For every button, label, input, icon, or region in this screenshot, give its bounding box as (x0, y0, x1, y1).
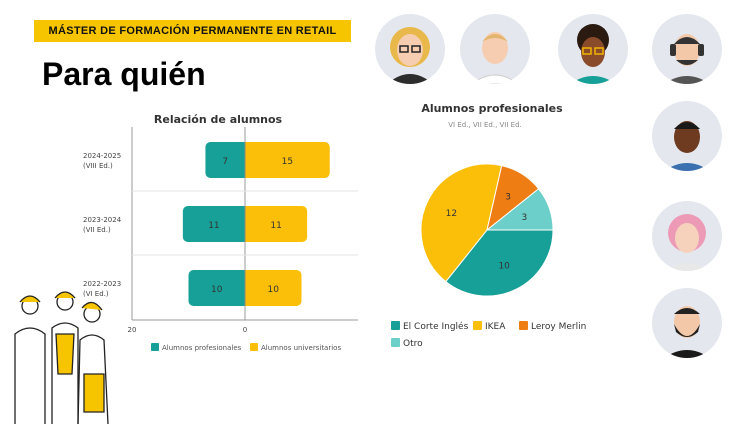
category-label: 2022-2023 (83, 280, 121, 288)
category-label: 2024-2025 (83, 152, 121, 160)
legend-label: Alumnos profesionales (162, 344, 242, 352)
data-label: 10 (268, 285, 280, 295)
avatar-woman-pink-hair (652, 201, 722, 271)
avatar-woman-curly (558, 14, 628, 84)
bar-chart-title: Relación de alumnos (154, 113, 283, 126)
bar-universitarios (245, 142, 330, 178)
data-label: 15 (282, 157, 293, 167)
avatar-woman-blonde (375, 14, 445, 84)
data-label: 11 (208, 221, 219, 231)
category-label: 2023-2024 (83, 216, 122, 224)
category-label: (VII Ed.) (83, 226, 111, 234)
bar-universitarios (245, 206, 308, 242)
data-label: 11 (270, 221, 281, 231)
legend-swatch-profesionales (151, 343, 159, 351)
avatar-man-dark (652, 101, 722, 171)
bar-profesionales (182, 206, 249, 242)
x-tick-label: 20 (128, 326, 137, 334)
category-label: (VI Ed.) (83, 290, 109, 298)
x-tick-label: 0 (243, 326, 247, 334)
avatar-man-beard (652, 288, 722, 358)
workers-illustration (14, 291, 109, 424)
bar-universitarios (245, 270, 302, 306)
legend-swatch-universitarios (250, 343, 258, 351)
page-title: Para quién (42, 56, 206, 92)
program-banner: MÁSTER DE FORMACIÓN PERMANENTE EN RETAIL (34, 20, 351, 42)
bar-universitarios-edge (245, 206, 250, 242)
avatar-man-blond (460, 14, 530, 84)
bar-profesionales (188, 270, 249, 306)
bar-profesionales (205, 142, 249, 178)
bar-universitarios-edge (245, 142, 250, 178)
avatar-man-headphones (652, 14, 722, 84)
bar-universitarios-edge (245, 270, 250, 306)
legend-label: Alumnos universitarios (261, 344, 341, 352)
data-label: 7 (222, 157, 228, 167)
category-label: (VIII Ed.) (83, 162, 113, 170)
data-label: 10 (211, 285, 223, 295)
